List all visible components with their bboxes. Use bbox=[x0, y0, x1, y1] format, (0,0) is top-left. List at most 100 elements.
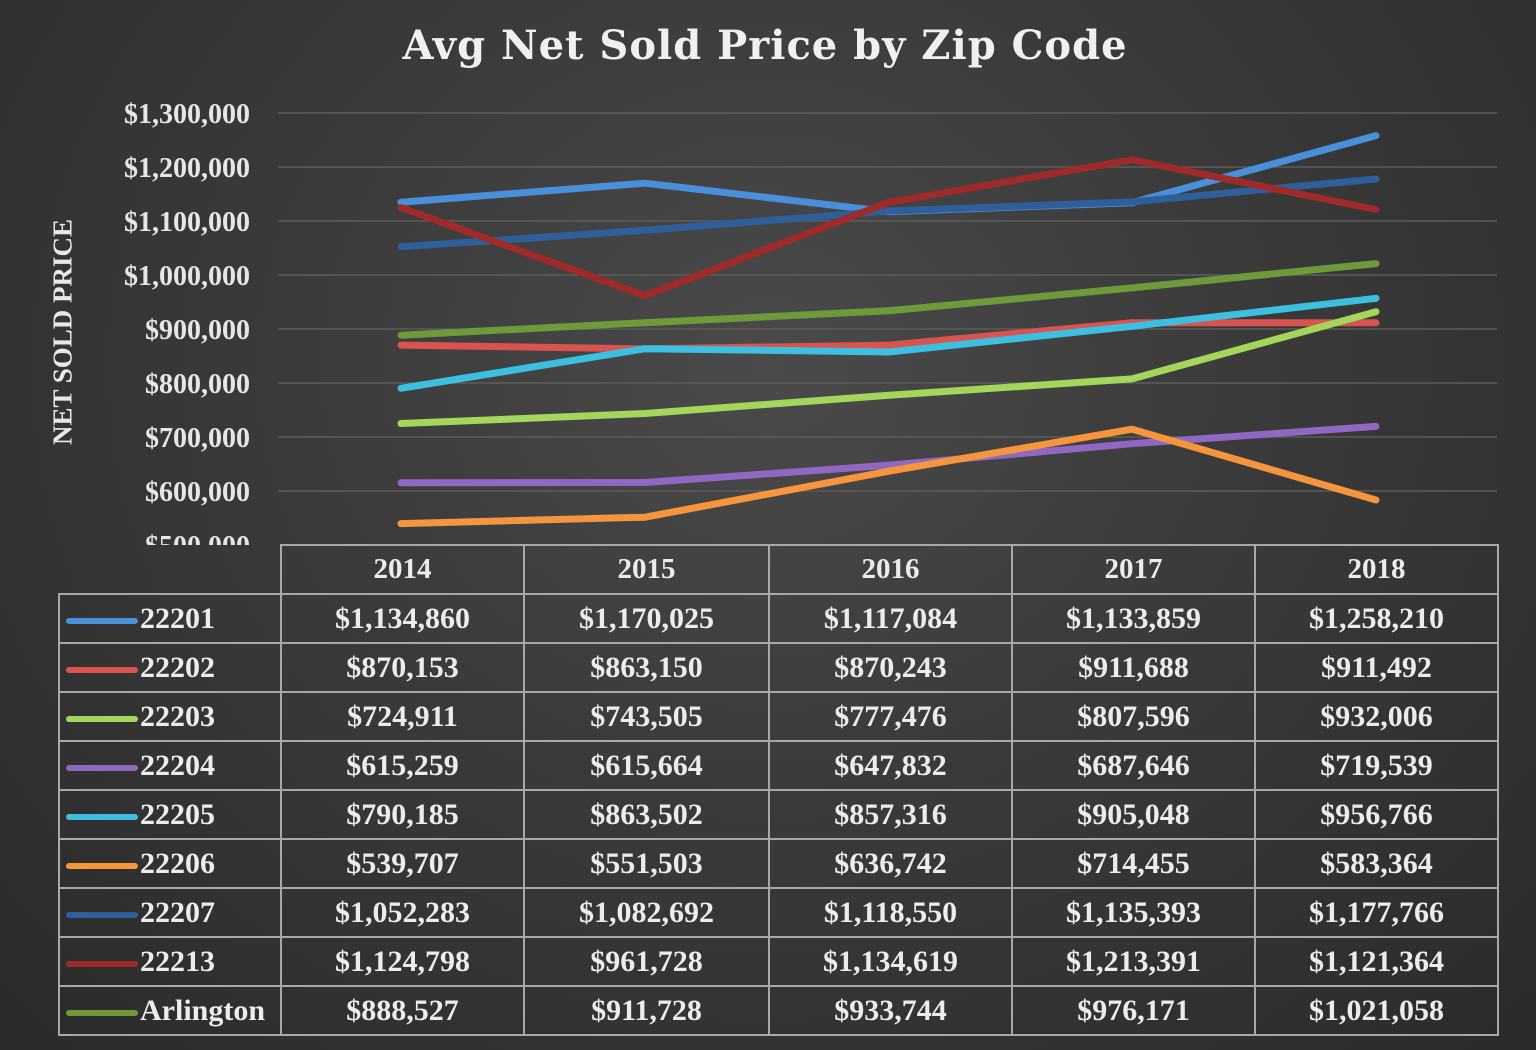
legend-cell: 22207 bbox=[58, 887, 282, 938]
legend-label: 22201 bbox=[140, 601, 215, 635]
value-cell: $888,527 bbox=[280, 985, 525, 1036]
legend-swatch bbox=[66, 1009, 138, 1016]
value-cell: $1,124,798 bbox=[280, 936, 525, 987]
series-line-arlington bbox=[397, 260, 1380, 339]
value-cell: $956,766 bbox=[1254, 789, 1499, 840]
series-line-22213 bbox=[397, 156, 1380, 300]
legend-label: 22204 bbox=[140, 748, 215, 782]
value-cell: $911,492 bbox=[1254, 642, 1499, 693]
series-line-22206 bbox=[397, 425, 1380, 528]
value-cell: $905,048 bbox=[1011, 789, 1256, 840]
legend-swatch bbox=[66, 862, 138, 869]
value-cell: $777,476 bbox=[768, 691, 1013, 742]
value-cell: $870,243 bbox=[768, 642, 1013, 693]
value-cell: $1,170,025 bbox=[523, 593, 770, 644]
value-cell: $1,177,766 bbox=[1254, 887, 1499, 938]
value-cell: $863,150 bbox=[523, 642, 770, 693]
series-line-22207 bbox=[397, 175, 1380, 251]
value-cell: $961,728 bbox=[523, 936, 770, 987]
series-lines bbox=[397, 132, 1380, 528]
table-row: Arlington $888,527 $911,728 $933,744 $976,17… bbox=[58, 985, 1499, 1036]
table-row: 22205 $790,185 $863,502 $857,316 $905,048 $95… bbox=[58, 789, 1499, 840]
value-cell: $724,911 bbox=[280, 691, 525, 742]
table-row: 22213 $1,124,798 $961,728 $1,134,619 $1,213,… bbox=[58, 936, 1499, 987]
legend-swatch bbox=[66, 764, 138, 771]
value-cell: $719,539 bbox=[1254, 740, 1499, 791]
y-tick-label: $1,000,000 bbox=[124, 261, 250, 292]
legend-swatch bbox=[66, 666, 138, 673]
value-cell: $1,134,619 bbox=[768, 936, 1013, 987]
series-line-22205 bbox=[397, 294, 1380, 392]
legend-swatch bbox=[66, 715, 138, 722]
y-tick-label: $600,000 bbox=[145, 477, 250, 508]
year-header: 2015 bbox=[523, 544, 770, 595]
legend-cell: 22206 bbox=[58, 838, 282, 889]
year-header: 2016 bbox=[768, 544, 1013, 595]
table-row: 22202 $870,153 $863,150 $870,243 $911,688 $91… bbox=[58, 642, 1499, 693]
table-row: 22203 $724,911 $743,505 $777,476 $807,596 $93… bbox=[58, 691, 1499, 742]
series-line-22202 bbox=[397, 319, 1380, 353]
table-row: 22201 $1,134,860 $1,170,025 $1,117,084 $1,13… bbox=[58, 593, 1499, 644]
value-cell: $583,364 bbox=[1254, 838, 1499, 889]
legend-label: 22206 bbox=[140, 846, 215, 880]
legend-swatch bbox=[66, 960, 138, 967]
table-row: 22206 $539,707 $551,503 $636,742 $714,455 $58… bbox=[58, 838, 1499, 889]
value-cell: $1,121,364 bbox=[1254, 936, 1499, 987]
series-line-22204 bbox=[397, 422, 1380, 487]
value-cell: $1,118,550 bbox=[768, 887, 1013, 938]
legend-cell: 22202 bbox=[58, 642, 282, 693]
value-cell: $1,213,391 bbox=[1011, 936, 1256, 987]
value-cell: $976,171 bbox=[1011, 985, 1256, 1036]
value-cell: $1,134,860 bbox=[280, 593, 525, 644]
value-cell: $551,503 bbox=[523, 838, 770, 889]
value-cell: $615,664 bbox=[523, 740, 770, 791]
value-cell: $647,832 bbox=[768, 740, 1013, 791]
table-corner bbox=[59, 545, 282, 595]
legend-label: 22203 bbox=[140, 699, 215, 733]
value-cell: $1,052,283 bbox=[280, 887, 525, 938]
legend-swatch bbox=[66, 813, 138, 820]
legend-label: Arlington bbox=[140, 993, 266, 1027]
legend-label: 22205 bbox=[140, 797, 215, 831]
value-cell: $636,742 bbox=[768, 838, 1013, 889]
y-tick-label: $900,000 bbox=[145, 315, 250, 346]
table-row: 22207 $1,052,283 $1,082,692 $1,118,550 $1,13… bbox=[58, 887, 1499, 938]
year-header: 2018 bbox=[1254, 544, 1499, 595]
value-cell: $933,744 bbox=[768, 985, 1013, 1036]
series-line-22203 bbox=[397, 308, 1380, 427]
value-cell: $911,688 bbox=[1011, 642, 1256, 693]
value-cell: $539,707 bbox=[280, 838, 525, 889]
y-tick-label: $500,000 bbox=[145, 531, 250, 545]
value-cell: $615,259 bbox=[280, 740, 525, 791]
value-cell: $687,646 bbox=[1011, 740, 1256, 791]
legend-label: 22213 bbox=[140, 944, 215, 978]
y-tick-label: $1,100,000 bbox=[124, 207, 250, 238]
value-cell: $911,728 bbox=[523, 985, 770, 1036]
value-cell: $1,082,692 bbox=[523, 887, 770, 938]
legend-label: 22202 bbox=[140, 650, 215, 684]
y-axis-ticks: $500,000 $600,000 $700,000 $800,000 $900,000… bbox=[124, 99, 250, 545]
data-table: 2014 2015 2016 2017 2018 22201 $1,134,860 $1,1… bbox=[58, 544, 1499, 1036]
value-cell: $1,117,084 bbox=[768, 593, 1013, 644]
table-body: 22201 $1,134,860 $1,170,025 $1,117,084 $1,13… bbox=[58, 593, 1499, 1036]
value-cell: $932,006 bbox=[1254, 691, 1499, 742]
y-tick-label: $800,000 bbox=[145, 369, 250, 400]
y-tick-label: $700,000 bbox=[145, 423, 250, 454]
chart-title: Avg Net Sold Price by Zip Code bbox=[402, 22, 1128, 69]
value-cell: $1,133,859 bbox=[1011, 593, 1256, 644]
legend-cell: 22213 bbox=[58, 936, 282, 987]
legend-label: 22207 bbox=[140, 895, 215, 929]
value-cell: $1,021,058 bbox=[1254, 985, 1499, 1036]
value-cell: $790,185 bbox=[280, 789, 525, 840]
year-header: 2017 bbox=[1011, 544, 1256, 595]
legend-cell: 22201 bbox=[58, 593, 282, 644]
legend-swatch bbox=[66, 617, 138, 624]
value-cell: $807,596 bbox=[1011, 691, 1256, 742]
legend-cell: 22204 bbox=[58, 740, 282, 791]
legend-cell: Arlington bbox=[58, 985, 282, 1036]
legend-swatch bbox=[66, 911, 138, 918]
y-tick-label: $1,300,000 bbox=[124, 99, 250, 130]
y-tick-label: $1,200,000 bbox=[124, 153, 250, 184]
table-row: 22204 $615,259 $615,664 $647,832 $687,646 $71… bbox=[58, 740, 1499, 791]
year-header: 2014 bbox=[280, 544, 525, 595]
